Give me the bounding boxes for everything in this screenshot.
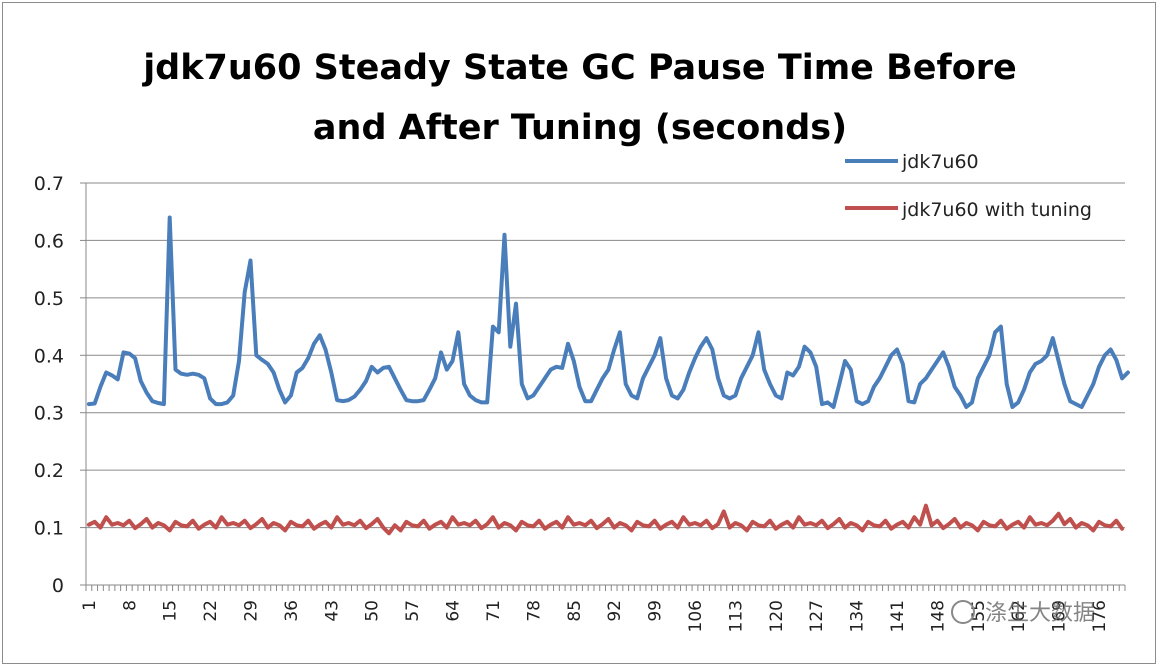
- series-line-jdk7u60-with-tuning: [86, 503, 1125, 536]
- x-tick-label: 43: [322, 600, 342, 622]
- x-tick-label: 85: [565, 600, 585, 622]
- x-tick-label: 78: [524, 600, 544, 622]
- watermark-text: 涤生大数据: [985, 601, 1095, 626]
- series-line-jdk7u60: [86, 215, 1130, 409]
- x-tick-label: 36: [282, 600, 302, 622]
- x-tick-label: 169: [1050, 600, 1070, 632]
- x-tick-label: 176: [1090, 600, 1110, 632]
- legend-label-jdk7u60-with-tuning: jdk7u60 with tuning: [901, 199, 1092, 221]
- x-tick-label: 1: [80, 600, 100, 611]
- x-tick-label: 162: [1009, 600, 1029, 632]
- x-tick-label: 71: [484, 600, 504, 622]
- y-tick-label: 0.3: [34, 403, 64, 425]
- x-tick-label: 148: [928, 600, 948, 632]
- chart-title-line-2: and After Tuning (seconds): [312, 108, 848, 148]
- x-tick-label: 141: [888, 600, 908, 632]
- y-tick-label: 0.7: [34, 173, 64, 195]
- x-tick-label: 15: [161, 600, 181, 622]
- x-tick-label: 92: [605, 600, 625, 622]
- y-tick-label: 0.6: [34, 230, 64, 252]
- x-tick-label: 29: [242, 600, 262, 622]
- x-tick-label: 106: [686, 600, 706, 632]
- x-tick-label: 50: [363, 600, 383, 622]
- watermark-logo-icon: [951, 600, 975, 624]
- chart-title-line-1: jdk7u60 Steady State GC Pause Time Befor…: [143, 48, 1017, 88]
- y-tick-label: 0.1: [34, 518, 64, 540]
- y-tick-label: 0: [52, 575, 64, 597]
- x-tick-label: 134: [848, 600, 868, 632]
- series-lines: [86, 215, 1130, 536]
- x-tick-label: 113: [726, 600, 746, 632]
- x-tick-label: 127: [807, 600, 827, 632]
- axes: 0 0.1 0.2 0.3 0.4 0.5 0.6 0.7 1 8 15 22 29 36 43 50 57 64…: [34, 173, 1126, 632]
- chart-title: jdk7u60 Steady State GC Pause Time Befor…: [0, 38, 1160, 158]
- legend: jdk7u60 jdk7u60 with tuning: [845, 151, 1092, 221]
- x-tick-label: 57: [403, 600, 423, 622]
- x-tick-label: 8: [120, 600, 140, 611]
- y-tick-label: 0.5: [34, 288, 64, 310]
- x-tick-label: 22: [201, 600, 221, 622]
- legend-label-jdk7u60: jdk7u60: [901, 151, 979, 173]
- x-tick-label: 99: [646, 600, 666, 622]
- x-tick-label: 120: [767, 600, 787, 632]
- watermark: 涤生大数据: [951, 600, 1095, 626]
- y-tick-label: 0.4: [34, 345, 64, 367]
- x-tick-label: 64: [444, 600, 464, 622]
- y-tick-label: 0.2: [34, 460, 64, 482]
